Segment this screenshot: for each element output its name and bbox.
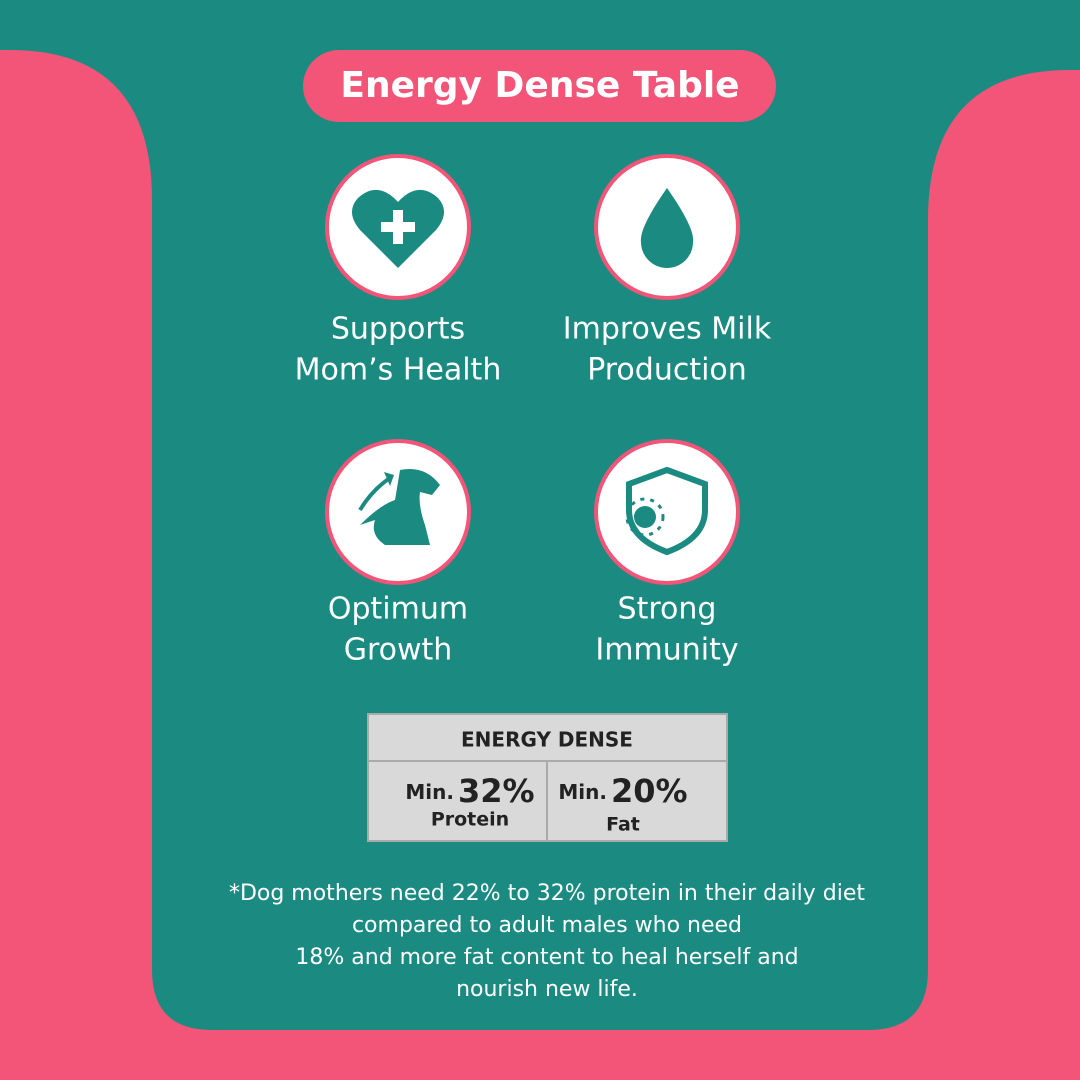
feature-label: Strong — [618, 592, 717, 627]
cell-label: Fat — [606, 814, 640, 836]
cell-prefix: Min. — [558, 780, 607, 804]
icon-immunity — [594, 439, 740, 585]
feature-label: Mom’s Health — [295, 353, 502, 388]
feature-label: Supports — [331, 312, 465, 347]
feature-label: Optimum — [328, 592, 468, 627]
footnote-line: compared to adult males who need — [352, 913, 742, 938]
cell-number: 20% — [611, 772, 688, 810]
footnote: *Dog mothers need 22% to 32% protein in … — [229, 881, 865, 1002]
cell-value: Min. 32% — [405, 772, 534, 810]
cell-prefix: Min. — [405, 780, 454, 804]
footnote-line: nourish new life. — [456, 977, 638, 1002]
cell-label: Protein — [431, 809, 509, 831]
table-header: ENERGY DENSE — [461, 728, 633, 752]
feature-labels: Supports Mom’s Health Improves Milk Product… — [295, 312, 772, 668]
pink-right — [928, 70, 1080, 1080]
icon-health — [325, 154, 471, 300]
footnote-line: 18% and more fat content to heal herself… — [295, 945, 798, 970]
feature-label: Immunity — [595, 633, 738, 668]
feature-label: Growth — [344, 633, 453, 668]
pink-bottom — [152, 970, 928, 1080]
cell-value: Min. 20% — [558, 772, 687, 810]
feature-label: Production — [587, 353, 747, 388]
icon-milk — [594, 154, 740, 300]
footnote-line: *Dog mothers need 22% to 32% protein in … — [229, 881, 865, 906]
pink-left — [0, 50, 152, 1080]
title-pill — [303, 50, 776, 122]
title: Energy Dense Table — [340, 65, 739, 106]
icon-growth — [325, 439, 471, 585]
feature-label: Improves Milk — [563, 312, 772, 347]
cell-number: 32% — [458, 772, 535, 810]
